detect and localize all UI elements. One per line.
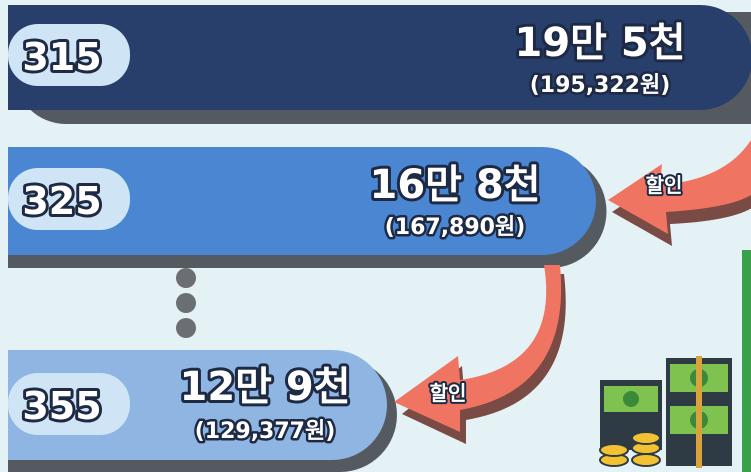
amount-detail: (167,890원) [385, 215, 526, 240]
row-label: 355 [22, 384, 101, 428]
row-label: 315 [22, 35, 101, 79]
ellipsis-dot [176, 268, 196, 288]
amount: 19만 5천 [514, 20, 685, 66]
discount-label: 할인 [430, 381, 467, 405]
discount-arrow: 할인 [608, 140, 751, 246]
amount-detail: (129,377원) [195, 419, 336, 444]
amount-detail: (195,322원) [530, 73, 671, 98]
row: 315 19만 5천 (195,322원) [8, 5, 751, 124]
discount-arrow: 할인 [394, 265, 566, 444]
infographic: 315 19만 5천 (195,322원) 325 16만 8천 (167,89… [0, 0, 751, 472]
row-label: 325 [22, 179, 101, 223]
row: 355 12만 9천 (129,377원) [8, 350, 397, 472]
ellipsis-dot [176, 318, 196, 338]
money-icon [600, 250, 751, 472]
page: {"rows": [ {"label": "315", "amount": "1… [0, 0, 751, 472]
amount: 12만 9천 [179, 364, 350, 410]
discount-label: 할인 [646, 173, 683, 197]
amount: 16만 8천 [369, 162, 540, 208]
ellipsis-dot [176, 293, 196, 313]
row: 325 16만 8천 (167,890원) [8, 147, 607, 268]
